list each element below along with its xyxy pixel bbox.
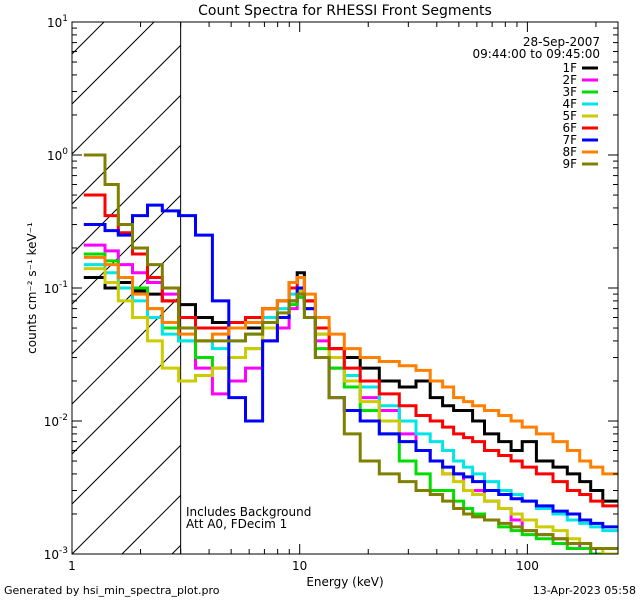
- legend-label-1F: 1F: [562, 61, 577, 75]
- hatch-line: [72, 44, 181, 155]
- legend-label-5F: 5F: [562, 109, 577, 123]
- y-tick-label: 100: [47, 147, 68, 163]
- hatch-line: [72, 444, 181, 554]
- series-line-9F: [83, 153, 618, 550]
- series-line-8F: [83, 255, 618, 476]
- hatch-line: [72, 194, 181, 305]
- x-tick-labels: 1 10 100: [68, 559, 539, 573]
- legend-label-2F: 2F: [562, 73, 577, 87]
- legend-label-8F: 8F: [562, 145, 577, 159]
- series-line-6F: [83, 193, 618, 508]
- hatch-line: [622, 22, 640, 554]
- legend-label-3F: 3F: [562, 85, 577, 99]
- x-axis-label: Energy (keV): [306, 575, 383, 589]
- footer-generated-by: Generated by hsi_min_spectra_plot.pro: [4, 584, 220, 597]
- series-group: [83, 153, 618, 554]
- y-tick-label: 101: [47, 14, 68, 30]
- date-label: 28-Sep-2007: [523, 35, 600, 49]
- y-tick-labels: 10-3 10-2 10-1 100 101: [44, 14, 69, 562]
- series-line-7F: [83, 203, 618, 529]
- time-range-label: 09:44:00 to 09:45:00: [473, 47, 600, 61]
- y-tick-label: 10-3: [44, 546, 68, 562]
- annotation-attenuator: Att A0, FDecim 1: [186, 517, 287, 531]
- y-tick-label: 10-2: [44, 413, 68, 429]
- series-line-4F: [83, 263, 618, 533]
- legend-label-4F: 4F: [562, 97, 577, 111]
- annotation-background: Includes Background: [186, 505, 311, 519]
- series-line-5F: [83, 267, 618, 554]
- axis-ticks: [71, 21, 618, 555]
- hatch-line: [72, 94, 181, 205]
- y-tick-label: 10-1: [44, 280, 68, 296]
- x-tick-label: 1: [68, 559, 76, 573]
- y-axis-label: counts cm⁻² s⁻¹ keV⁻¹: [25, 222, 39, 354]
- legend-label-7F: 7F: [562, 133, 577, 147]
- footer-timestamp: 13-Apr-2023 05:58: [533, 584, 636, 597]
- legend-label-6F: 6F: [562, 121, 577, 135]
- chart-title: Count Spectra for RHESSI Front Segments: [198, 3, 492, 19]
- hatch-line: [72, 394, 181, 505]
- x-tick-label: 100: [516, 559, 539, 573]
- x-tick-label: 10: [292, 559, 307, 573]
- legend-label-9F: 9F: [562, 157, 577, 171]
- hatch-line: [372, 22, 640, 554]
- series-line-1F: [83, 271, 618, 503]
